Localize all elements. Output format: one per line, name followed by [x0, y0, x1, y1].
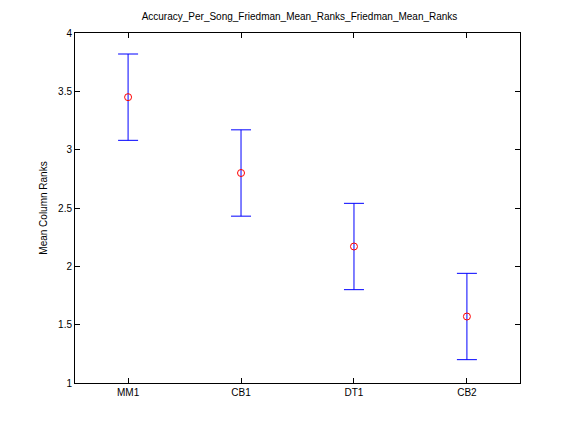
svg-text:3.5: 3.5: [58, 86, 72, 97]
svg-text:4: 4: [66, 28, 72, 39]
svg-text:2: 2: [66, 261, 72, 272]
svg-text:CB1: CB1: [231, 387, 251, 398]
svg-text:MM1: MM1: [117, 387, 140, 398]
svg-text:1: 1: [66, 378, 72, 389]
svg-text:CB2: CB2: [457, 387, 477, 398]
svg-text:Accuracy_Per_Song_Friedman_Mea: Accuracy_Per_Song_Friedman_Mean_Ranks_Fr…: [142, 11, 458, 22]
svg-text:3: 3: [66, 144, 72, 155]
svg-text:DT1: DT1: [345, 387, 364, 398]
svg-text:Mean Column Ranks: Mean Column Ranks: [38, 161, 49, 254]
svg-text:1.5: 1.5: [58, 319, 72, 330]
svg-text:2.5: 2.5: [58, 203, 72, 214]
